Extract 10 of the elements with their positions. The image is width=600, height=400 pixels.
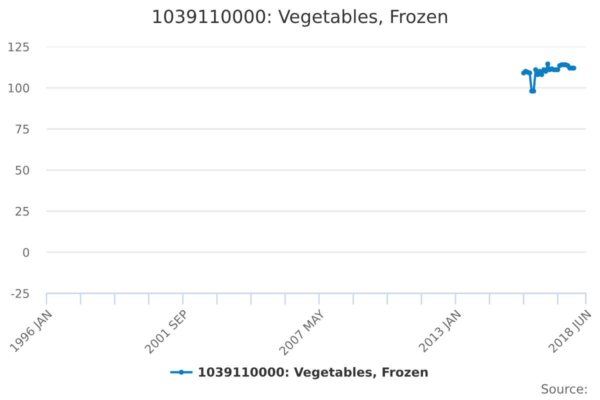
y-tick-label: 50 (16, 166, 30, 175)
source-note: Source: (542, 384, 587, 394)
chart-title: 1039110000: Vegetables, Frozen (153, 9, 448, 27)
y-tick-label: -25 (11, 289, 29, 298)
y-tick-label: 75 (16, 124, 29, 134)
y-tick-label: 0 (23, 248, 30, 257)
y-tick-label: 25 (16, 206, 29, 216)
legend-label: 1039110000: Vegetables, Frozen (199, 367, 428, 380)
y-tick-label: 100 (8, 84, 30, 92)
y-tick-label: 125 (8, 42, 29, 52)
